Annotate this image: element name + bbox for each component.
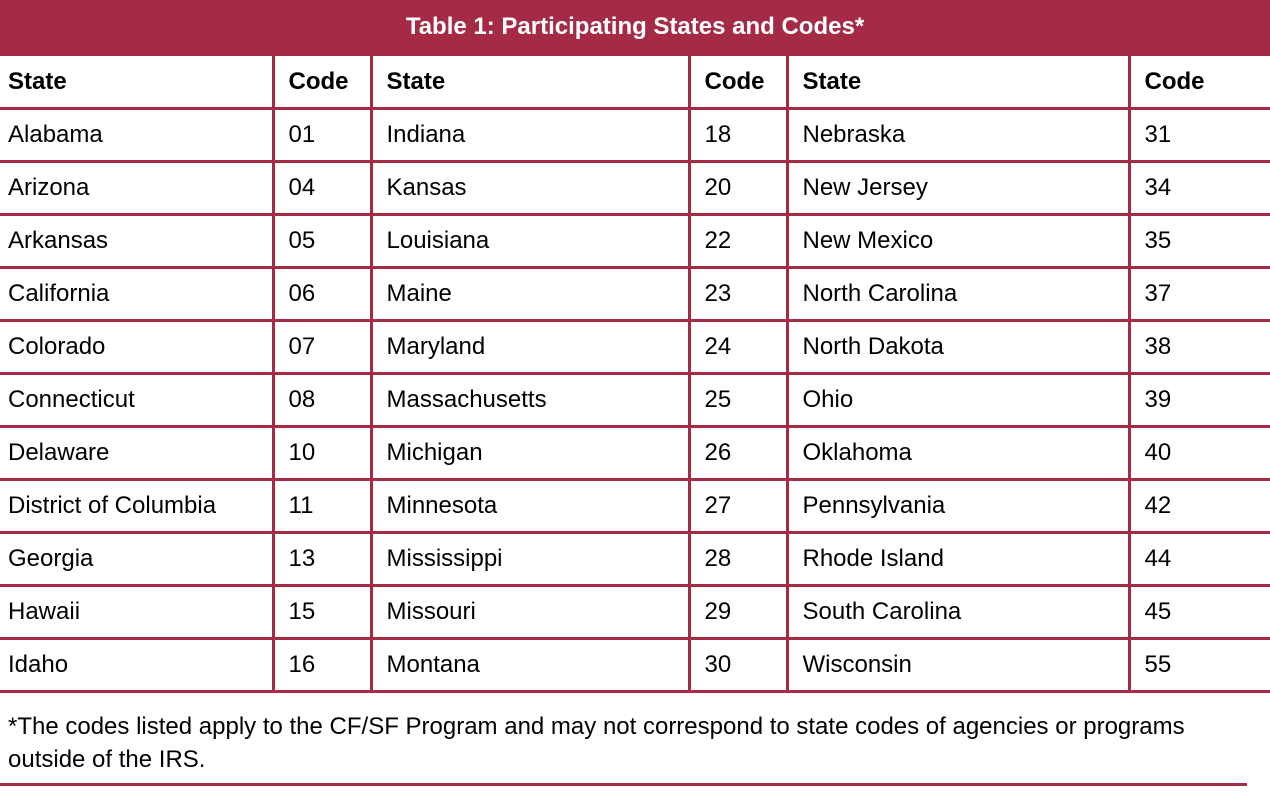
table-row: Connecticut 08 Massachusetts 25 Ohio 39 [0,373,1270,428]
state-cell: Oklahoma [785,426,1129,481]
code-cell: 01 [271,108,371,163]
code-cell: 10 [271,426,371,481]
table-row: Alabama 01 Indiana 18 Nebraska 31 [0,108,1270,163]
state-cell: North Carolina [785,267,1129,322]
code-cell: 39 [1127,373,1270,428]
code-cell: 38 [1127,320,1270,375]
code-cell: 23 [687,267,787,322]
state-cell: Missouri [369,585,689,640]
code-cell: 45 [1127,585,1270,640]
state-cell: New Mexico [785,214,1129,269]
state-codes-table: State Code State Code State Code Alabama… [0,53,1270,693]
code-cell: 34 [1127,161,1270,216]
state-cell: Rhode Island [785,532,1129,587]
code-cell: 18 [687,108,787,163]
code-cell: 40 [1127,426,1270,481]
state-cell: Mississippi [369,532,689,587]
code-cell: 31 [1127,108,1270,163]
table-row: Georgia 13 Mississippi 28 Rhode Island 44 [0,532,1270,587]
code-cell: 15 [271,585,371,640]
table-title: Table 1: Participating States and Codes* [0,0,1270,53]
footnote: *The codes listed apply to the CF/SF Pro… [8,713,1185,773]
state-cell: Georgia [0,532,273,587]
state-cell: California [0,267,273,322]
state-cell: District of Columbia [0,479,273,534]
state-cell: Arizona [0,161,273,216]
code-cell: 42 [1127,479,1270,534]
column-header-code: Code [1127,54,1270,110]
state-cell: Indiana [369,108,689,163]
state-cell: Ohio [785,373,1129,428]
state-cell: Massachusetts [369,373,689,428]
code-cell: 30 [687,638,787,693]
state-cell: Idaho [0,638,273,693]
table-row: Arkansas 05 Louisiana 22 New Mexico 35 [0,214,1270,269]
code-cell: 06 [271,267,371,322]
code-cell: 29 [687,585,787,640]
state-cell: Minnesota [369,479,689,534]
table-row: Idaho 16 Montana 30 Wisconsin 55 [0,638,1270,693]
state-cell: South Carolina [785,585,1129,640]
code-cell: 07 [271,320,371,375]
state-cell: Michigan [369,426,689,481]
column-header-state: State [369,54,689,110]
code-cell: 35 [1127,214,1270,269]
table-row: District of Columbia 11 Minnesota 27 Pennsyl… [0,479,1270,534]
state-cell: Kansas [369,161,689,216]
table-row: Arizona 04 Kansas 20 New Jersey 34 [0,161,1270,216]
state-cell: Colorado [0,320,273,375]
code-cell: 26 [687,426,787,481]
table-row: Hawaii 15 Missouri 29 South Carolina 45 [0,585,1270,640]
table-row: Delaware 10 Michigan 26 Oklahoma 40 [0,426,1270,481]
state-cell: Connecticut [0,373,273,428]
code-cell: 55 [1127,638,1270,693]
state-cell: New Jersey [785,161,1129,216]
state-cell: Pennsylvania [785,479,1129,534]
state-cell: Nebraska [785,108,1129,163]
code-cell: 20 [687,161,787,216]
state-cell: Delaware [0,426,273,481]
state-cell: Alabama [0,108,273,163]
code-cell: 44 [1127,532,1270,587]
code-cell: 22 [687,214,787,269]
state-cell: Montana [369,638,689,693]
column-header-state: State [0,54,273,110]
code-cell: 13 [271,532,371,587]
table-row: Colorado 07 Maryland 24 North Dakota 38 [0,320,1270,375]
column-header-code: Code [271,54,371,110]
header-row: State Code State Code State Code [0,54,1270,110]
column-header-code: Code [687,54,787,110]
code-cell: 24 [687,320,787,375]
code-cell: 37 [1127,267,1270,322]
footer-divider [0,783,1247,786]
table-row: California 06 Maine 23 North Carolina 37 [0,267,1270,322]
state-cell: Wisconsin [785,638,1129,693]
state-cell: Arkansas [0,214,273,269]
code-cell: 11 [271,479,371,534]
code-cell: 27 [687,479,787,534]
column-header-state: State [785,54,1129,110]
state-cell: Maine [369,267,689,322]
state-cell: North Dakota [785,320,1129,375]
code-cell: 28 [687,532,787,587]
code-cell: 05 [271,214,371,269]
code-cell: 16 [271,638,371,693]
code-cell: 25 [687,373,787,428]
code-cell: 08 [271,373,371,428]
state-cell: Louisiana [369,214,689,269]
state-cell: Hawaii [0,585,273,640]
state-cell: Maryland [369,320,689,375]
code-cell: 04 [271,161,371,216]
